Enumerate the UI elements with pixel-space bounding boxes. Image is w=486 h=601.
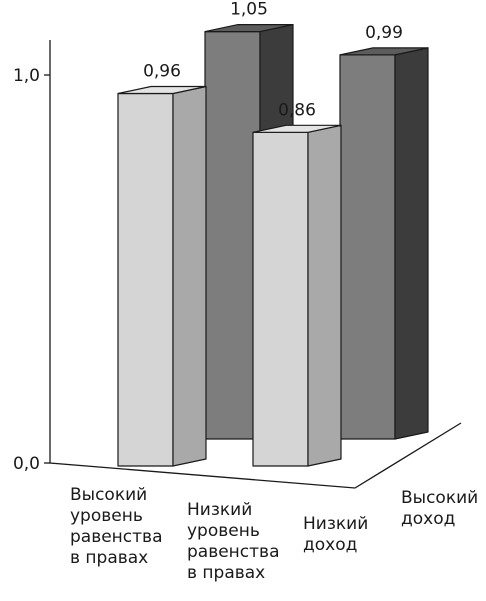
bar-top	[252, 124, 342, 133]
bar-value-label: 0,99	[365, 23, 403, 43]
x-category-line: уровень	[187, 521, 260, 541]
x-category-line: Низкий	[187, 500, 252, 520]
bar	[252, 124, 342, 467]
z-category-label: Высокий доход	[401, 488, 478, 529]
x-category-label: Низкий уровень равенства в правах	[187, 500, 280, 583]
bar-value-label: 0,96	[143, 62, 181, 82]
chart-bars	[117, 24, 429, 467]
bar-side	[172, 85, 207, 467]
x-category-line: в правах	[187, 563, 265, 583]
z-category-line: Высокий	[401, 488, 478, 508]
x-category-line: уровень	[70, 506, 143, 526]
x-category-line: в правах	[70, 548, 148, 568]
y-tick-label: 1,0	[13, 66, 40, 86]
chart-axes	[44, 40, 462, 489]
bar-front	[204, 31, 261, 440]
z-category-line: доход	[303, 535, 357, 555]
x-category-line: равенства	[70, 527, 163, 547]
y-tick-label: 0,0	[13, 454, 40, 474]
bar	[117, 85, 207, 467]
bar-value-label: 0,86	[278, 100, 316, 120]
x-category-label: Высокий уровень равенства в правах	[70, 485, 163, 568]
bar-front	[252, 131, 309, 467]
z-category-line: Низкий	[303, 514, 368, 534]
bar-front	[117, 92, 174, 467]
bar-front	[339, 54, 396, 440]
bar-top	[339, 47, 429, 56]
x-category-line: равенства	[187, 542, 280, 562]
bar-value-label: 1,05	[230, 0, 268, 20]
bar-side	[394, 47, 429, 440]
bar-top	[117, 85, 207, 95]
x-category-line: Высокий	[70, 485, 147, 505]
bar-side	[307, 124, 342, 467]
z-category-line: доход	[401, 509, 455, 529]
z-category-label: Низкий доход	[303, 514, 368, 555]
axis-frame	[49, 40, 462, 489]
bar-top	[204, 24, 294, 33]
bar	[339, 47, 429, 440]
